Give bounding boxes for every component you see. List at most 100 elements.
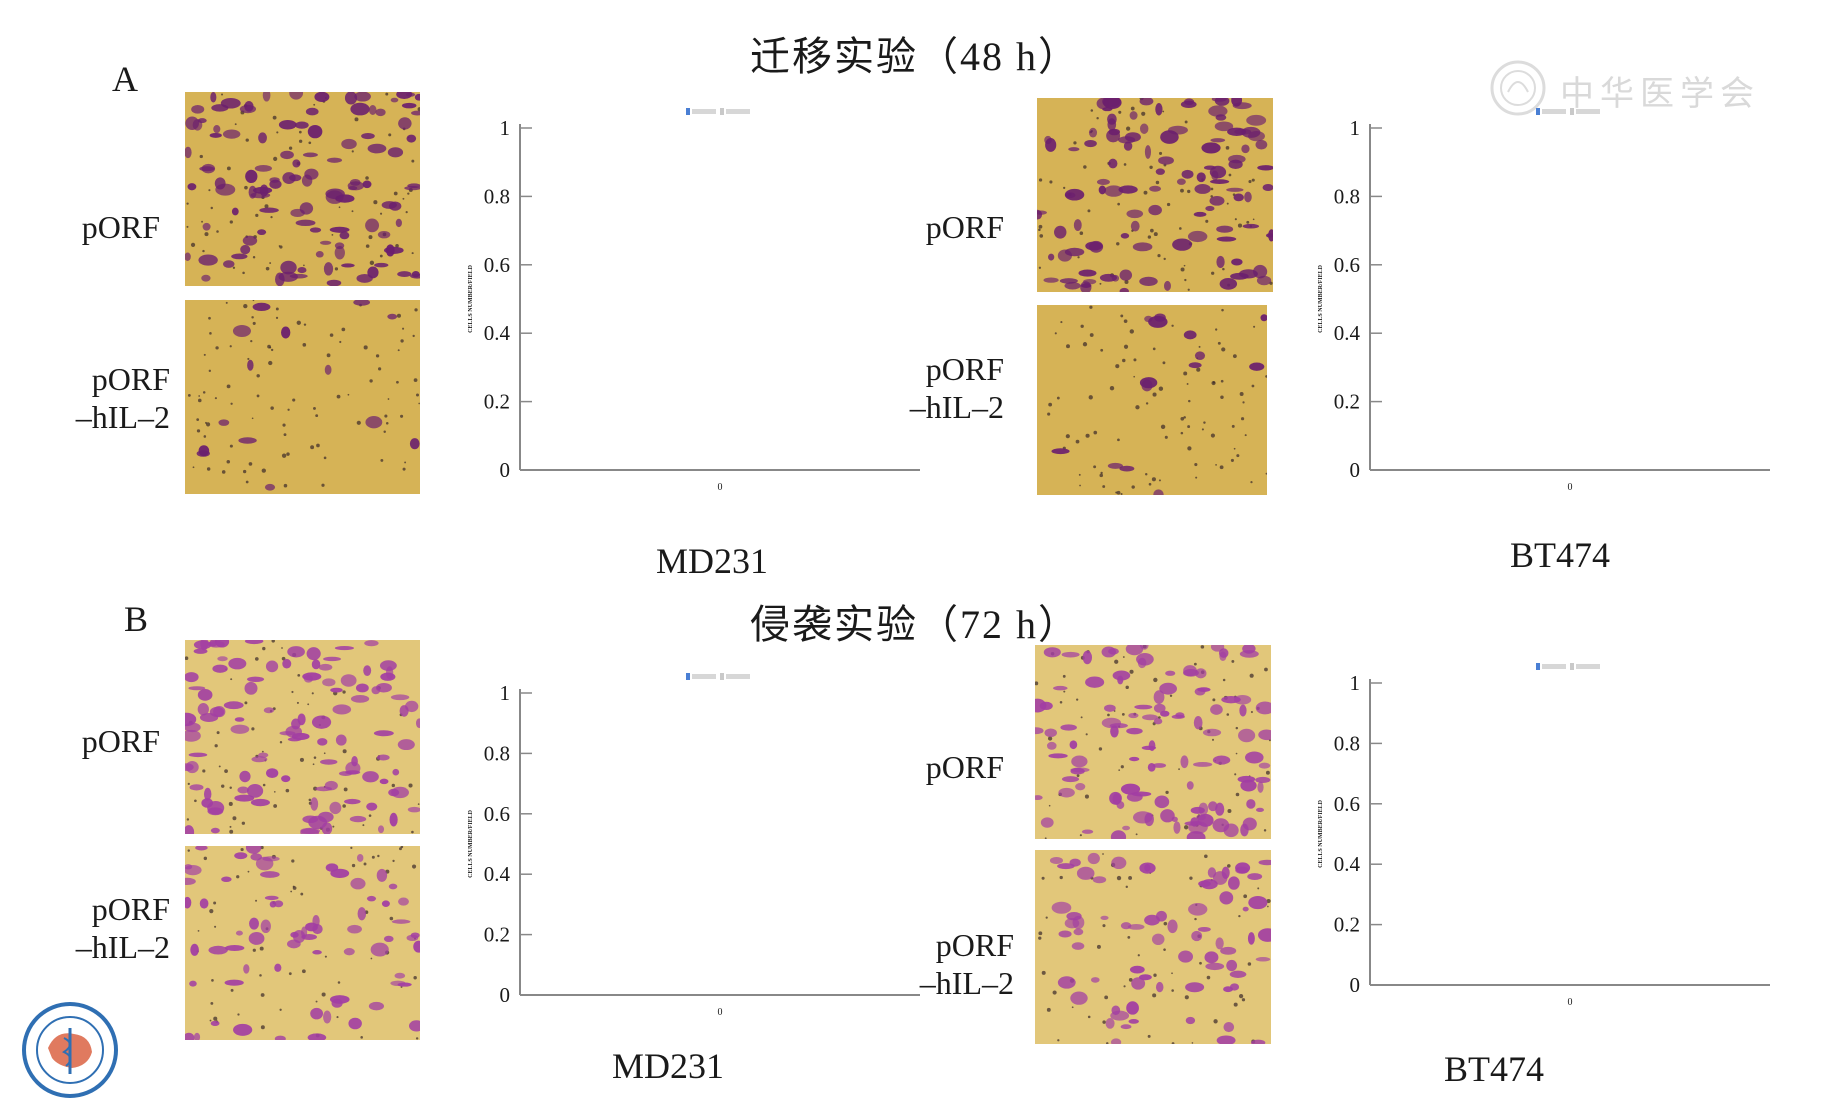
y-tick-label: 0.4	[1334, 321, 1361, 345]
y-tick-label: 0.8	[1334, 731, 1360, 755]
micrograph-texture	[1035, 645, 1271, 839]
invasion-assay-title: 侵袭实验（72 h）	[750, 602, 1080, 647]
y-tick-label: 0.6	[1334, 253, 1360, 277]
cma-logo-icon	[22, 1002, 118, 1098]
micrograph-a-md231-porf-hil2	[185, 300, 420, 494]
y-tick-label: 0.8	[484, 741, 510, 765]
y-tick-label: 0.6	[484, 802, 510, 826]
watermark: 中华医学会	[1488, 58, 1788, 118]
cma-logo	[18, 1000, 122, 1100]
micrograph-b-bt474-porf-hil2	[1035, 850, 1271, 1044]
x-tick-label: 0	[1568, 997, 1573, 1008]
migration-assay-title: 迁移实验（48 h）	[750, 34, 1080, 79]
y-tick-label: 0.6	[484, 253, 510, 277]
legend-entry	[1542, 109, 1566, 114]
legend-swatch	[686, 108, 690, 115]
cell-line-label-a-bt474: BT474	[1510, 535, 1611, 575]
y-tick-label: 0.2	[1334, 390, 1360, 414]
y-tick-label: 0	[500, 983, 511, 1007]
micrograph-b-md231-porf	[185, 640, 420, 834]
row-label-line-1: pORF	[91, 361, 170, 397]
legend-entry	[692, 109, 716, 114]
legend-swatch	[1536, 108, 1540, 115]
y-axis-label: CELLS NUMBER/FIELD	[1318, 264, 1324, 333]
micrograph-texture	[185, 640, 420, 834]
micrograph-texture	[1037, 98, 1273, 292]
micrograph-texture	[185, 300, 420, 494]
x-tick-label: 0	[1568, 482, 1573, 493]
chart-a-bt474: 0 0.2 0.4 0.6 0.8 1 0 CELLS NUMBER/FIELD	[1310, 100, 1826, 520]
y-tick-label: 0.4	[1334, 852, 1361, 876]
row-label-line-1: pORF	[925, 351, 1004, 387]
chart-svg: 0 0.2 0.4 0.6 0.8 1 0 CELLS NUMBER/FIELD	[468, 108, 920, 493]
legend-entry	[1576, 664, 1600, 669]
micrograph-b-md231-porf-hil2	[185, 846, 420, 1040]
micrograph-a-bt474-porf-hil2	[1037, 305, 1267, 495]
watermark-seal-icon	[1490, 60, 1546, 116]
row-label-line-2: –hIL–2	[75, 399, 170, 435]
chart-b-bt474: 0 0.2 0.4 0.6 0.8 1 0 CELLS NUMBER/FIELD	[1310, 655, 1826, 1035]
micrograph-a-md231-porf	[185, 92, 420, 286]
row-label-line-1: pORF	[91, 891, 170, 927]
chart-svg: 0 0.2 0.4 0.6 0.8 1 0 CELLS NUMBER/FIELD	[1318, 663, 1770, 1008]
y-tick-label: 0	[1350, 458, 1361, 482]
cell-line-label-b-md231: MD231	[612, 1046, 725, 1086]
legend-swatch	[1570, 108, 1574, 115]
y-tick-label: 1	[1350, 671, 1361, 695]
y-tick-label: 0.2	[484, 390, 510, 414]
y-tick-label: 0.2	[1334, 913, 1360, 937]
y-axis-label: CELLS NUMBER/FIELD	[1318, 799, 1324, 868]
legend-entry	[726, 674, 750, 679]
row-label-line-2: –hIL–2	[75, 929, 170, 965]
micrograph-texture	[185, 92, 420, 286]
row-label-a-right-bottom: pORF –hIL–2	[890, 350, 1004, 426]
y-axis-label: CELLS NUMBER/FIELD	[468, 264, 474, 333]
chart-svg: 0 0.2 0.4 0.6 0.8 1 0 CELLS NUMBER/FIELD	[1318, 108, 1770, 493]
legend-swatch	[720, 673, 724, 680]
y-tick-label: 0.2	[484, 923, 510, 947]
row-label-line-2: –hIL–2	[909, 389, 1004, 425]
y-tick-label: 0.8	[484, 184, 510, 208]
micrograph-a-bt474-porf	[1037, 98, 1273, 292]
y-tick-label: 1	[500, 116, 511, 140]
legend-swatch	[720, 108, 724, 115]
y-axis-label: CELLS NUMBER/FIELD	[468, 809, 474, 878]
panel-letter-a: A	[112, 59, 138, 99]
row-label-a-left-bottom: pORF –hIL–2	[60, 360, 170, 436]
y-tick-label: 0.4	[484, 321, 511, 345]
legend-entry	[692, 674, 716, 679]
row-label-line-1: pORF	[935, 927, 1014, 963]
y-tick-label: 0	[1350, 973, 1361, 997]
y-tick-label: 0.6	[1334, 792, 1360, 816]
legend-swatch	[1570, 663, 1574, 670]
micrograph-b-bt474-porf	[1035, 645, 1271, 839]
y-tick-label: 1	[500, 681, 511, 705]
micrograph-texture	[1037, 305, 1267, 495]
watermark-text: 中华医学会	[1560, 76, 1760, 113]
legend-entry	[726, 109, 750, 114]
y-tick-label: 0	[500, 458, 511, 482]
micrograph-texture	[185, 846, 420, 1040]
legend-entry	[1542, 664, 1566, 669]
legend-swatch	[1536, 663, 1540, 670]
y-tick-label: 1	[1350, 116, 1361, 140]
chart-svg: 0 0.2 0.4 0.6 0.8 1 0 CELLS NUMBER/FIELD	[468, 673, 920, 1018]
y-tick-label: 0.4	[484, 862, 511, 886]
chart-a-md231: 0 0.2 0.4 0.6 0.8 1 0 CELLS NUMBER/FIELD	[460, 100, 980, 520]
panel-letter-b: B	[124, 599, 149, 639]
row-label-line-2: –hIL–2	[919, 965, 1014, 1001]
row-label-b-right-top: pORF	[925, 749, 1004, 785]
micrograph-texture	[1035, 850, 1271, 1044]
legend-swatch	[686, 673, 690, 680]
x-tick-label: 0	[718, 1007, 723, 1018]
chart-b-md231: 0 0.2 0.4 0.6 0.8 1 0 CELLS NUMBER/FIELD	[460, 665, 980, 1045]
row-label-b-left-top: pORF	[81, 723, 160, 759]
legend-entry	[1576, 109, 1600, 114]
row-label-a-right-top: pORF	[925, 209, 1004, 245]
y-tick-label: 0.8	[1334, 184, 1360, 208]
row-label-b-left-bottom: pORF –hIL–2	[60, 890, 170, 966]
row-label-a-left-top: pORF	[81, 209, 160, 245]
cell-line-label-b-bt474: BT474	[1444, 1049, 1545, 1089]
x-tick-label: 0	[718, 482, 723, 493]
cell-line-label-a-md231: MD231	[656, 541, 769, 581]
